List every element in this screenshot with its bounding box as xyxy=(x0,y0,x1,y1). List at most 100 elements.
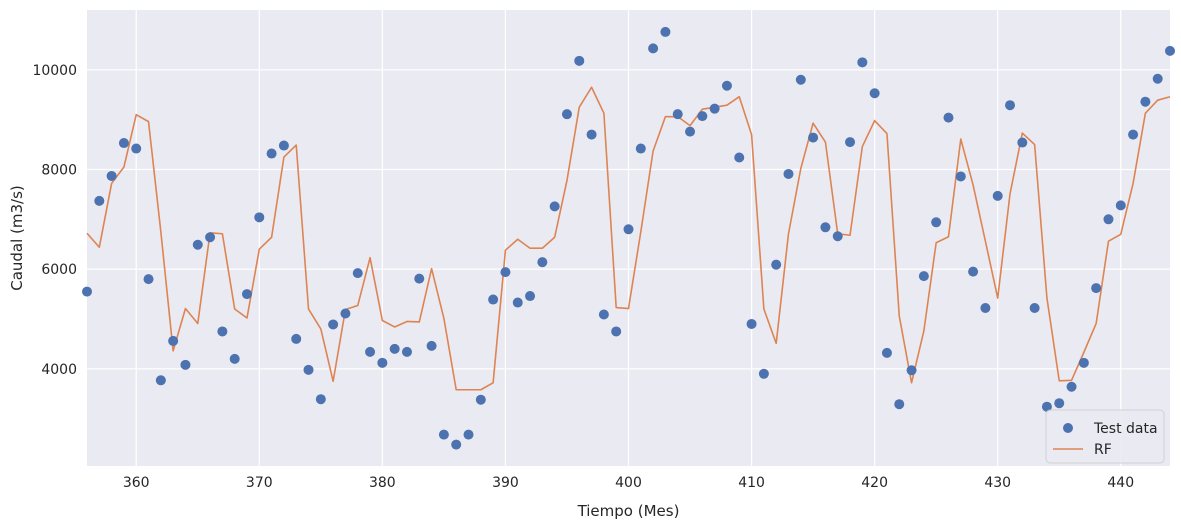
test-data-point xyxy=(721,80,732,91)
test-data-point xyxy=(106,170,117,181)
test-data-point xyxy=(660,26,671,37)
test-data-point xyxy=(857,57,868,68)
test-data-point xyxy=(463,429,474,440)
test-data-point xyxy=(1054,398,1065,409)
test-data-point xyxy=(894,399,905,410)
test-data-point xyxy=(598,309,609,320)
test-data-point xyxy=(488,294,499,305)
test-data-point xyxy=(992,190,1003,201)
test-data-point xyxy=(1029,303,1040,314)
test-data-point xyxy=(1152,73,1163,84)
test-data-point xyxy=(943,112,954,123)
test-data-point xyxy=(549,201,560,212)
test-data-point xyxy=(1128,129,1139,140)
x-tick-label: 390 xyxy=(492,475,519,491)
x-tick-label: 410 xyxy=(738,475,765,491)
test-data-point xyxy=(771,259,782,270)
test-data-point xyxy=(254,212,265,223)
test-data-point xyxy=(143,274,154,285)
y-tick-label: 10000 xyxy=(32,63,77,79)
test-data-point xyxy=(94,195,105,206)
test-data-point xyxy=(869,88,880,99)
test-data-point xyxy=(845,137,856,148)
test-data-point xyxy=(401,346,412,357)
test-data-point xyxy=(574,55,585,66)
test-data-point xyxy=(611,326,622,337)
test-data-point xyxy=(475,394,486,405)
test-data-point xyxy=(155,375,166,386)
test-data-point xyxy=(278,140,289,151)
y-tick-label: 8000 xyxy=(41,162,77,178)
x-tick-label: 400 xyxy=(615,475,642,491)
y-axis-title: Caudal (m3/s) xyxy=(8,185,26,291)
x-tick-label: 370 xyxy=(246,475,273,491)
test-data-point xyxy=(537,257,548,268)
x-tick-label: 440 xyxy=(1107,475,1134,491)
test-data-point xyxy=(217,326,228,337)
test-data-point xyxy=(881,347,892,358)
test-data-point xyxy=(512,297,523,308)
test-data-point xyxy=(192,239,203,250)
test-data-point xyxy=(672,109,683,120)
test-data-point xyxy=(734,152,745,163)
test-data-point xyxy=(955,171,966,182)
test-data-point xyxy=(746,318,757,329)
test-data-point xyxy=(648,43,659,54)
x-tick-label: 420 xyxy=(861,475,888,491)
test-data-point xyxy=(229,353,240,364)
test-data-point xyxy=(525,291,536,302)
test-data-point xyxy=(623,224,634,235)
test-data-point xyxy=(303,364,314,375)
x-axis-ticks: 360 370 380 390 400 410 420 430 440 xyxy=(123,475,1134,491)
test-data-point xyxy=(118,138,129,149)
x-tick-label: 360 xyxy=(123,475,150,491)
test-data-point xyxy=(906,365,917,376)
test-data-point xyxy=(377,357,388,368)
test-data-point xyxy=(808,132,819,143)
test-data-point xyxy=(365,346,376,357)
test-data-point xyxy=(266,148,277,159)
test-data-point xyxy=(832,231,843,242)
y-tick-label: 4000 xyxy=(41,362,77,378)
test-data-point xyxy=(131,143,142,154)
test-data-point xyxy=(328,319,339,330)
test-data-point xyxy=(426,340,437,351)
test-data-point xyxy=(1066,381,1077,392)
legend-label-test-data: Test data xyxy=(1093,421,1158,437)
test-data-point xyxy=(1091,283,1102,294)
test-data-point xyxy=(968,266,979,277)
test-data-point xyxy=(635,143,646,154)
test-data-point xyxy=(1103,214,1114,225)
test-data-point xyxy=(980,303,991,314)
test-data-series xyxy=(82,26,1175,450)
test-data-point xyxy=(82,286,92,297)
test-data-point xyxy=(697,111,708,122)
test-data-point xyxy=(438,429,449,440)
test-data-point xyxy=(820,222,831,233)
test-data-point xyxy=(451,439,462,450)
test-data-point xyxy=(352,268,363,279)
x-tick-label: 430 xyxy=(984,475,1011,491)
test-data-point xyxy=(340,308,351,319)
test-data-point xyxy=(709,103,720,114)
test-data-point xyxy=(500,267,511,278)
test-data-point xyxy=(241,289,252,300)
rf-series xyxy=(86,86,1171,391)
x-axis-title: Tiempo (Mes) xyxy=(577,502,680,520)
test-data-point xyxy=(758,368,769,379)
legend-marker-test-data xyxy=(1063,423,1073,433)
test-data-point xyxy=(918,271,929,282)
test-data-point xyxy=(1005,100,1016,111)
legend: Test data RF xyxy=(1045,409,1165,464)
test-data-point xyxy=(180,359,191,370)
test-data-point xyxy=(1041,401,1052,412)
test-data-point xyxy=(389,343,400,354)
test-data-point xyxy=(586,129,597,140)
legend-label-rf: RF xyxy=(1094,442,1112,458)
y-axis-ticks: 4000 6000 8000 10000 xyxy=(32,63,77,378)
test-data-point xyxy=(315,394,326,405)
test-data-point xyxy=(1165,45,1175,56)
rf-line xyxy=(86,86,1171,391)
test-data-point xyxy=(1115,200,1126,211)
